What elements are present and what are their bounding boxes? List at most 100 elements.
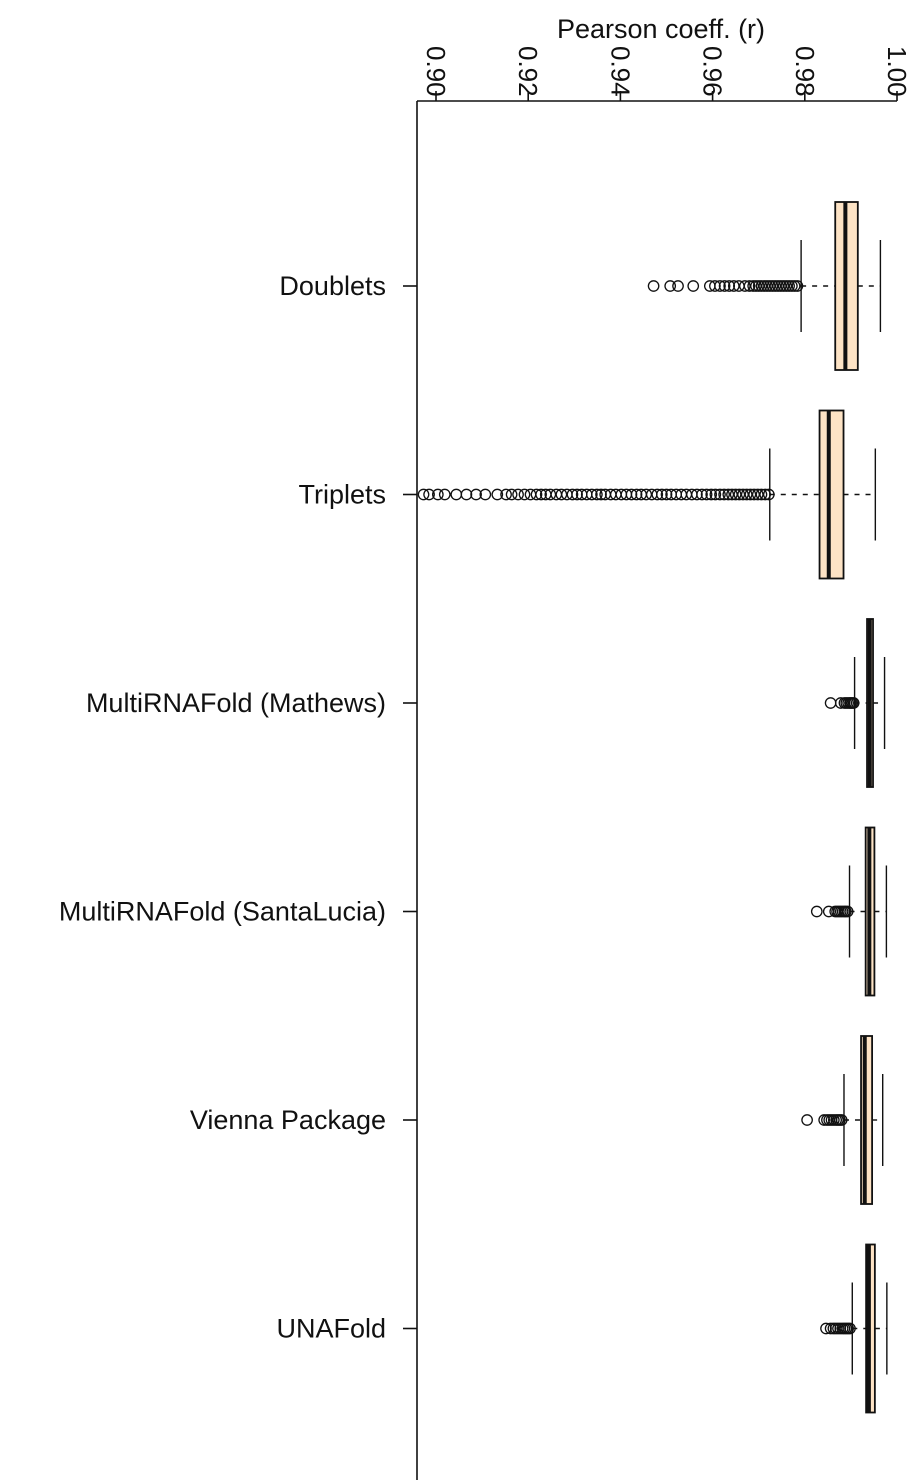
boxplot-0 — [647, 201, 882, 371]
outlier-point — [726, 488, 738, 501]
outlier-point — [664, 280, 677, 292]
outlier-point — [739, 280, 751, 292]
outlier-point — [733, 488, 746, 501]
outlier-point — [844, 1322, 856, 1335]
outlier-point — [500, 488, 512, 501]
outlier-point — [740, 488, 753, 501]
boxplot-1 — [417, 409, 877, 580]
outlier-point — [750, 280, 762, 292]
outlier-point — [470, 488, 482, 501]
outlier-point — [774, 280, 787, 292]
outlier-point — [755, 488, 768, 501]
outlier-point — [524, 488, 537, 501]
outlier-point — [585, 488, 598, 501]
outlier-point — [651, 488, 664, 501]
outlier-point — [714, 280, 726, 292]
x-axis-title: Pearson coeff. (r) — [557, 14, 765, 44]
outlier-point — [722, 488, 735, 501]
category-label: Vienna Package — [190, 1105, 386, 1135]
outlier-point — [431, 488, 444, 501]
outlier-point — [752, 280, 765, 292]
outlier-point — [530, 488, 543, 501]
outlier-point — [705, 488, 718, 501]
outlier-point — [696, 488, 708, 501]
boxplot-5 — [820, 1243, 888, 1414]
outlier-point — [762, 488, 775, 501]
x-tick-label: 1.00 — [882, 46, 912, 97]
outlier-point — [718, 280, 731, 292]
outlier-point — [700, 488, 713, 501]
outlier-point — [512, 488, 524, 501]
outlier-point — [737, 488, 749, 501]
x-tick-label: 0.96 — [698, 46, 728, 97]
outlier-point — [783, 280, 795, 292]
outlier-point — [656, 488, 668, 501]
outlier-point — [786, 280, 798, 292]
outlier-point — [672, 280, 684, 292]
outlier-point — [847, 697, 860, 709]
outlier-point — [841, 905, 854, 918]
outlier-point — [748, 488, 760, 501]
outlier-point — [772, 280, 784, 292]
outlier-point — [571, 488, 583, 501]
outlier-point — [647, 280, 660, 292]
outlier-point — [755, 280, 768, 292]
outlier-point — [766, 280, 779, 292]
x-tick-label: 0.92 — [513, 46, 543, 97]
outlier-point — [417, 488, 430, 501]
outlier-point — [714, 488, 726, 501]
outlier-point — [460, 488, 473, 501]
outlier-point — [758, 280, 771, 292]
outlier-point — [747, 280, 760, 292]
outlier-point — [810, 905, 823, 918]
outlier-point — [544, 488, 557, 501]
outlier-point — [438, 488, 451, 501]
outlier-point — [818, 1114, 831, 1126]
x-tick-label: 0.98 — [790, 46, 820, 97]
boxplot-3 — [810, 826, 888, 997]
outlier-point — [769, 280, 782, 292]
outlier-point — [718, 488, 730, 501]
box — [818, 409, 845, 580]
outlier-point — [450, 488, 463, 501]
outlier-point — [535, 488, 547, 501]
boxplot-4 — [801, 1035, 884, 1205]
x-tick-label: 0.94 — [605, 46, 635, 97]
outlier-point — [591, 488, 603, 501]
boxplot-2 — [824, 618, 886, 788]
outlier-point — [761, 280, 773, 292]
category-label: MultiRNAFold (Mathews) — [86, 688, 386, 718]
outlier-point — [759, 488, 772, 501]
outlier-point — [743, 280, 756, 292]
x-tick-label: 0.90 — [421, 46, 451, 97]
outlier-point — [801, 1114, 813, 1126]
category-label: Doublets — [279, 271, 386, 301]
plot-layer — [417, 201, 888, 1414]
outlier-point — [555, 488, 568, 501]
outlier-point — [505, 488, 518, 501]
category-label: Triplets — [298, 480, 386, 510]
outlier-point — [824, 697, 837, 709]
outlier-point — [709, 488, 722, 501]
outlier-point — [423, 488, 435, 501]
outlier-point — [727, 280, 740, 292]
outlier-point — [763, 280, 776, 292]
axis-layer: 0.90 0.92 0.94 0.96 0.98 1.00 Doublets Triplets… — [59, 46, 912, 1480]
outlier-point — [729, 488, 742, 501]
outlier-point — [625, 488, 638, 501]
outlier-point — [691, 488, 703, 501]
outlier-point — [640, 488, 653, 501]
outlier-point — [835, 1114, 848, 1126]
outlier-point — [518, 488, 531, 501]
outlier-point — [744, 488, 757, 501]
outlier-point — [595, 488, 607, 501]
outlier-point — [566, 488, 579, 501]
outlier-point — [479, 488, 492, 501]
outlier-point — [723, 280, 736, 292]
outlier-point — [824, 1322, 837, 1335]
outlier-point — [687, 280, 700, 292]
outlier-point — [709, 280, 721, 292]
outlier-point — [791, 280, 804, 292]
category-label: MultiRNAFold (SantaLucia) — [59, 897, 386, 927]
